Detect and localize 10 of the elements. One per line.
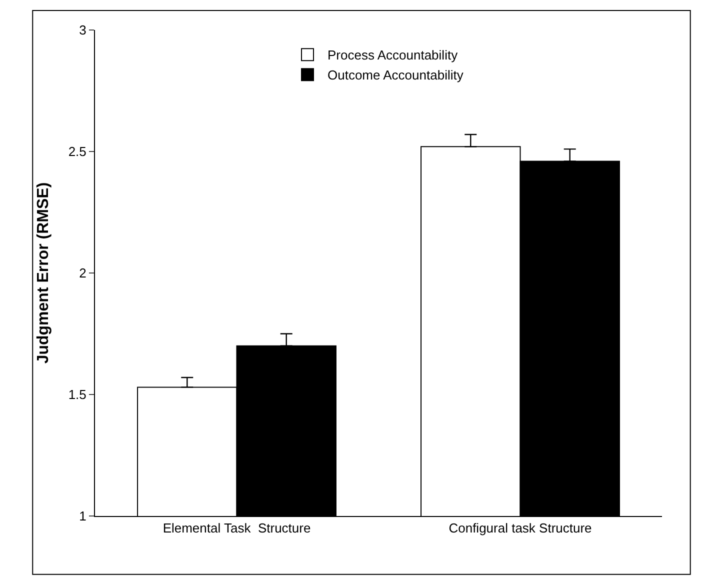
x-tick-label: Configural task Structure: [448, 520, 592, 536]
y-tick-label: 2.5: [68, 144, 86, 160]
legend-label: Process Accountability: [328, 48, 458, 63]
x-tick-label: Elemental Task Structure: [162, 520, 311, 536]
y-tick-label: 1: [79, 508, 86, 524]
y-tick-label: 1.5: [68, 387, 86, 402]
y-tick-label: 2: [79, 266, 86, 281]
y-axis-title: Judgment Error (RMSE): [35, 182, 52, 364]
y-tick-label: 3: [79, 22, 86, 38]
legend-label: Outcome Accountability: [328, 68, 464, 83]
